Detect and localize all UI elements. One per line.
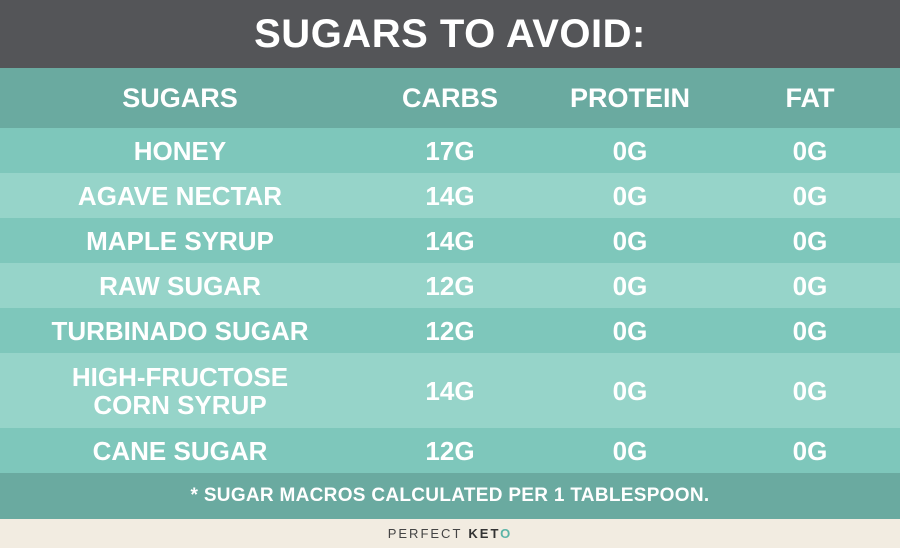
- fat-value: 0G: [792, 135, 828, 166]
- table-row: AGAVE NECTAR 14G 0G 0G: [0, 173, 900, 218]
- column-header-carbs: CARBS: [401, 83, 498, 113]
- table-row: TURBINADO SUGAR 12G 0G 0G: [0, 308, 900, 353]
- protein-value: 0G: [612, 435, 648, 466]
- fat-value: 0G: [792, 315, 828, 346]
- table-row: RAW SUGAR 12G 0G 0G: [0, 263, 900, 308]
- page-title: SUGARS TO AVOID:: [0, 0, 900, 68]
- carbs-value: 14G: [425, 225, 475, 256]
- sugar-name: RAW SUGAR: [99, 270, 261, 301]
- sugar-name: AGAVE NECTAR: [77, 180, 283, 211]
- fat-value: 0G: [792, 225, 828, 256]
- brand-word-perfect: PERFECT: [387, 526, 463, 541]
- protein-value: 0G: [612, 315, 648, 346]
- fat-value: 0G: [792, 180, 828, 211]
- carbs-value: 12G: [425, 435, 475, 466]
- sugar-name: CANE SUGAR: [92, 435, 268, 466]
- carbs-value: 14G: [425, 375, 475, 406]
- table-row: CANE SUGAR 12G 0G 0G: [0, 428, 900, 473]
- carbs-value: 12G: [425, 270, 475, 301]
- carbs-value: 12G: [425, 315, 475, 346]
- table-header-row: SUGARS CARBS PROTEIN FAT: [0, 68, 900, 128]
- sugar-name: HONEY: [133, 135, 227, 166]
- protein-value: 0G: [612, 375, 648, 406]
- carbs-value: 14G: [425, 180, 475, 211]
- fat-value: 0G: [792, 270, 828, 301]
- fat-value: 0G: [792, 375, 828, 406]
- sugar-name: TURBINADO SUGAR: [51, 315, 309, 346]
- column-header-sugars: SUGARS: [122, 83, 238, 113]
- brand-word-keto: KETO: [468, 526, 512, 541]
- table-row: HONEY 17G 0G 0G: [0, 128, 900, 173]
- sugar-name: MAPLE SYRUP: [86, 225, 274, 256]
- brand-keto-prefix: KET: [468, 526, 501, 541]
- protein-value: 0G: [612, 135, 648, 166]
- protein-value: 0G: [612, 270, 648, 301]
- protein-value: 0G: [612, 225, 648, 256]
- sugar-name-line2: CORN SYRUP: [93, 389, 267, 420]
- footnote: * SUGAR MACROS CALCULATED PER 1 TABLESPO…: [0, 473, 900, 519]
- column-header-protein: PROTEIN: [569, 83, 690, 113]
- sugar-name-line1: HIGH-FRUCTOSE: [71, 361, 289, 392]
- table-row: MAPLE SYRUP 14G 0G 0G: [0, 218, 900, 263]
- sugar-name: HIGH-FRUCTOSE CORN SYRUP: [20, 353, 340, 428]
- brand-keto-accent-letter: O: [500, 526, 513, 541]
- column-header-fat: FAT: [785, 83, 835, 113]
- protein-value: 0G: [612, 180, 648, 211]
- carbs-value: 17G: [425, 135, 475, 166]
- brand-logo: PERFECT KETO: [0, 519, 900, 548]
- fat-value: 0G: [792, 435, 828, 466]
- table-row: HIGH-FRUCTOSE CORN SYRUP 14G 0G 0G: [0, 353, 900, 428]
